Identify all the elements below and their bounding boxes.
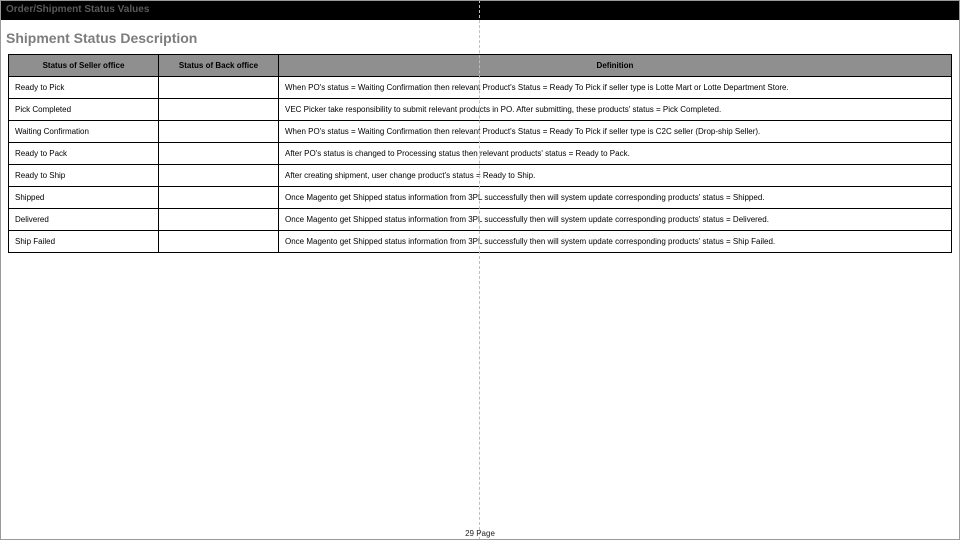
- table-row: Ready to Ship After creating shipment, u…: [9, 165, 952, 187]
- cell-def: Once Magento get Shipped status informat…: [279, 209, 952, 231]
- cell-back: [159, 209, 279, 231]
- table-row: Ready to Pick When PO's status = Waiting…: [9, 77, 952, 99]
- table-body: Ready to Pick When PO's status = Waiting…: [9, 77, 952, 253]
- cell-seller: Waiting Confirmation: [9, 121, 159, 143]
- cell-seller: Ready to Pick: [9, 77, 159, 99]
- col-header-back: Status of Back office: [159, 55, 279, 77]
- table-row: Ready to Pack After PO's status is chang…: [9, 143, 952, 165]
- table-row: Pick Completed VEC Picker take responsib…: [9, 99, 952, 121]
- cell-seller: Ready to Pack: [9, 143, 159, 165]
- page-footer: 29 Page: [0, 529, 960, 538]
- cell-back: [159, 121, 279, 143]
- cell-back: [159, 231, 279, 253]
- col-header-def: Definition: [279, 55, 952, 77]
- cell-def: Once Magento get Shipped status informat…: [279, 187, 952, 209]
- shipment-status-table: Status of Seller office Status of Back o…: [8, 54, 952, 253]
- cell-seller: Delivered: [9, 209, 159, 231]
- page-subtitle: Shipment Status Description: [0, 20, 960, 54]
- page-number: 29 Page: [465, 529, 495, 538]
- cell-def: After PO's status is changed to Processi…: [279, 143, 952, 165]
- cell-back: [159, 165, 279, 187]
- col-header-seller: Status of Seller office: [9, 55, 159, 77]
- cell-def: After creating shipment, user change pro…: [279, 165, 952, 187]
- cell-back: [159, 143, 279, 165]
- cell-seller: Pick Completed: [9, 99, 159, 121]
- table-row: Waiting Confirmation When PO's status = …: [9, 121, 952, 143]
- cell-seller: Ready to Ship: [9, 165, 159, 187]
- table-row: Ship Failed Once Magento get Shipped sta…: [9, 231, 952, 253]
- top-black-bar: Order/Shipment Status Values: [0, 0, 960, 20]
- cell-back: [159, 77, 279, 99]
- cell-seller: Ship Failed: [9, 231, 159, 253]
- table-row: Shipped Once Magento get Shipped status …: [9, 187, 952, 209]
- cell-def: Once Magento get Shipped status informat…: [279, 231, 952, 253]
- topbar-title: Order/Shipment Status Values: [6, 4, 149, 15]
- cell-def: VEC Picker take responsibility to submit…: [279, 99, 952, 121]
- cell-seller: Shipped: [9, 187, 159, 209]
- content-area: Status of Seller office Status of Back o…: [0, 54, 960, 253]
- cell-def: When PO's status = Waiting Confirmation …: [279, 77, 952, 99]
- cell-back: [159, 187, 279, 209]
- table-header-row: Status of Seller office Status of Back o…: [9, 55, 952, 77]
- table-row: Delivered Once Magento get Shipped statu…: [9, 209, 952, 231]
- cell-def: When PO's status = Waiting Confirmation …: [279, 121, 952, 143]
- cell-back: [159, 99, 279, 121]
